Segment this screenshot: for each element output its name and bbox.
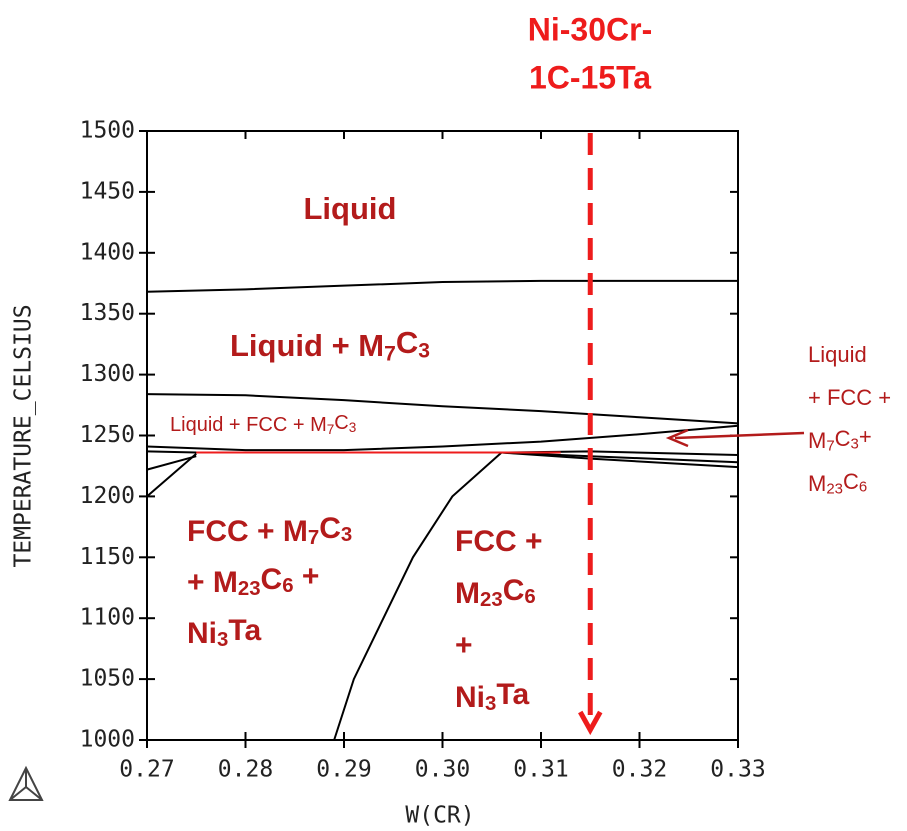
x-tick-label: 0.27 [119, 757, 174, 783]
y-tick-label: 1200 [80, 483, 135, 509]
region-label: Liquid [808, 342, 867, 367]
region-label: Liquid + M7C3 [230, 325, 430, 365]
y-tick-label: 1100 [80, 605, 135, 631]
region-label: + [455, 629, 473, 662]
phase-boundary [146, 424, 739, 452]
region-label: M23C6 [455, 574, 536, 611]
region-label: M7C3+ [808, 424, 872, 455]
y-axis-label: TEMPERATURE_CELSIUS [11, 304, 37, 567]
y-tick-label: 1250 [80, 422, 135, 448]
phase-boundary [146, 453, 197, 498]
region-label: Ni3Ta [187, 614, 261, 651]
y-tick-label: 1350 [80, 300, 135, 326]
y-tick-label: 1400 [80, 239, 135, 265]
region-label: + FCC + [808, 385, 891, 410]
x-tick-label: 0.28 [218, 757, 273, 783]
phase-boundary [333, 451, 503, 741]
x-tick-label: 0.30 [415, 757, 470, 783]
y-tick-label: 1300 [80, 361, 135, 387]
logo [8, 765, 44, 801]
y-tick-label: 1150 [80, 544, 135, 570]
phase-boundary [146, 279, 738, 293]
region-label: Ni3Ta [455, 678, 529, 715]
chart-title: Ni-30Cr- [528, 11, 652, 47]
x-tick-label: 0.29 [316, 757, 371, 783]
x-tick-label: 0.31 [513, 757, 568, 783]
region-label: Liquid + FCC + M7C3 [170, 412, 356, 436]
y-tick-label: 1050 [80, 666, 135, 692]
pointer-arrowhead [665, 428, 689, 448]
chart-title: 1C-15Ta [529, 59, 651, 95]
region-label: Liquid [304, 191, 397, 226]
region-label: FCC + [455, 525, 543, 558]
x-axis-label: W(CR) [405, 803, 474, 829]
pointer-arrow [674, 431, 805, 440]
x-tick-label: 0.32 [612, 757, 667, 783]
marker-arrowhead [578, 710, 603, 736]
y-tick-label: 1000 [80, 727, 135, 753]
region-label: FCC + M7C3 [187, 512, 352, 549]
region-label: M23C6 [808, 469, 867, 498]
y-tick-label: 1450 [80, 178, 135, 204]
x-tick-label: 0.33 [710, 757, 765, 783]
y-tick-label: 1500 [80, 118, 135, 144]
phase-boundary [146, 393, 739, 425]
region-label: + M23C6 + [187, 560, 319, 600]
phase-boundary [146, 455, 197, 471]
